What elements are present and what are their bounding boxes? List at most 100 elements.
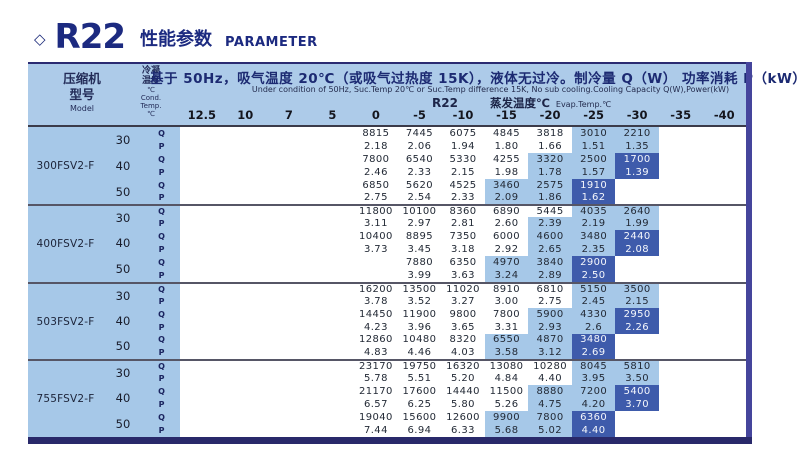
value-cell: 12860 (359, 334, 393, 346)
empty-cell (702, 140, 746, 153)
evap-tick-label: -35 (670, 108, 692, 122)
empty-cell (702, 359, 746, 372)
value-cell: 3.45 (407, 244, 432, 256)
value-cell: 7800 (493, 308, 521, 320)
value-cell: 6850 (362, 179, 390, 191)
value-cell: 10100 (397, 204, 442, 217)
value-cell: 3.50 (615, 372, 659, 386)
value-cell: 1.94 (451, 140, 475, 152)
value-cell: 3.24 (484, 268, 529, 282)
value-cell: 12600 (446, 411, 480, 423)
value-cell: 1.78 (528, 165, 572, 179)
empty-cell (224, 269, 268, 282)
value-cell: 3.52 (407, 295, 432, 307)
empty-cell (267, 359, 311, 372)
empty-cell (180, 256, 224, 269)
value-cell: 2.45 (571, 294, 616, 308)
empty-cell (267, 140, 311, 153)
empty-cell (267, 179, 311, 192)
value-cell: 4600 (528, 230, 572, 244)
value-cell: 5.26 (494, 398, 519, 410)
value-cell: 3.11 (363, 218, 388, 230)
qp-label: Q (143, 307, 180, 321)
empty-cell (267, 192, 311, 205)
value-cell: 14450 (359, 308, 393, 320)
evap-tick-label: -20 (539, 108, 561, 122)
empty-cell (702, 334, 746, 347)
empty-cell (267, 243, 311, 256)
empty-cell (224, 385, 268, 398)
empty-cell (659, 230, 703, 243)
cond-temp-cell: 50 (103, 178, 143, 205)
value-cell: 2.26 (615, 320, 659, 334)
cond-header-en3: ℃ (147, 110, 155, 118)
qp-label: Q (143, 152, 180, 166)
value-cell: 2.35 (571, 243, 616, 257)
model-cell: 300FSV2-F (28, 127, 103, 205)
value-cell: 2.93 (528, 320, 572, 334)
value-cell: 1.86 (528, 191, 572, 205)
refrigerant-label: R22 (432, 96, 458, 110)
qp-label: P (143, 398, 180, 411)
value-cell: 2.54 (407, 192, 432, 204)
cond-temp-column-header: 冷凝 温度 ℃ Cond. Temp. ℃ (128, 66, 174, 118)
empty-cell (223, 359, 268, 372)
value-cell (615, 334, 659, 347)
value-cell (615, 346, 659, 359)
qp-label: P (143, 165, 180, 179)
value-cell: 1.35 (615, 139, 659, 153)
value-cell: 3.31 (494, 321, 519, 333)
qp-label: Q (143, 281, 180, 295)
value-cell: 6075 (449, 127, 477, 139)
empty-cell (659, 398, 703, 411)
empty-cell (311, 334, 355, 347)
empty-cell (267, 127, 311, 140)
qp-label: P (143, 217, 180, 231)
evap-tick-label: -25 (583, 108, 604, 122)
empty-cell (659, 192, 703, 205)
empty-cell (180, 295, 224, 308)
table-header: 压缩机 型号 Model 冷凝 温度 ℃ Cond. Temp. ℃ 基于 50… (28, 64, 800, 125)
value-cell: 5620 (405, 179, 433, 191)
value-cell: 4255 (493, 153, 521, 165)
empty-cell (311, 346, 355, 359)
empty-cell (702, 346, 746, 359)
value-cell (354, 269, 398, 282)
value-cell: 4.40 (571, 423, 616, 437)
value-cell: 2.09 (484, 191, 529, 205)
qp-label: Q (143, 230, 180, 244)
table-bottom-bar (28, 437, 752, 444)
empty-cell (702, 243, 746, 256)
empty-cell (659, 411, 703, 424)
value-cell (615, 424, 659, 437)
header-divider-line (28, 125, 746, 127)
empty-cell (702, 179, 746, 192)
empty-cell (180, 192, 224, 205)
empty-cell (311, 385, 355, 398)
value-cell: 2.39 (528, 217, 572, 231)
qp-label: P (143, 268, 180, 282)
empty-cell (224, 127, 268, 140)
empty-cell (311, 308, 355, 321)
empty-cell (267, 256, 311, 269)
value-cell: 15600 (402, 411, 437, 423)
value-cell (615, 411, 659, 424)
qp-label: Q (143, 385, 180, 399)
qp-label: Q (143, 127, 180, 140)
empty-cell (311, 256, 355, 269)
table-body: 300FSV2-F 30 Q 8815 7445 6075 4845 3818 3010 2210… (28, 127, 746, 437)
value-cell: 2.33 (451, 192, 475, 204)
condition-title-cn: 基于 50Hz，吸气温度 20℃（或吸气过热度 15K），液体无过冷。制冷量 Q… (150, 71, 800, 87)
empty-cell (224, 256, 268, 269)
model-header-cn1: 压缩机 (63, 71, 101, 86)
empty-cell (224, 153, 268, 166)
value-cell: 1.99 (615, 217, 659, 231)
value-cell: 4845 (493, 127, 521, 139)
value-cell: 3.63 (451, 269, 475, 281)
value-cell: 10480 (402, 334, 437, 346)
empty-cell (311, 153, 355, 166)
value-cell: 1.80 (494, 140, 519, 152)
value-cell: 7880 (405, 257, 433, 269)
empty-cell (180, 140, 224, 153)
